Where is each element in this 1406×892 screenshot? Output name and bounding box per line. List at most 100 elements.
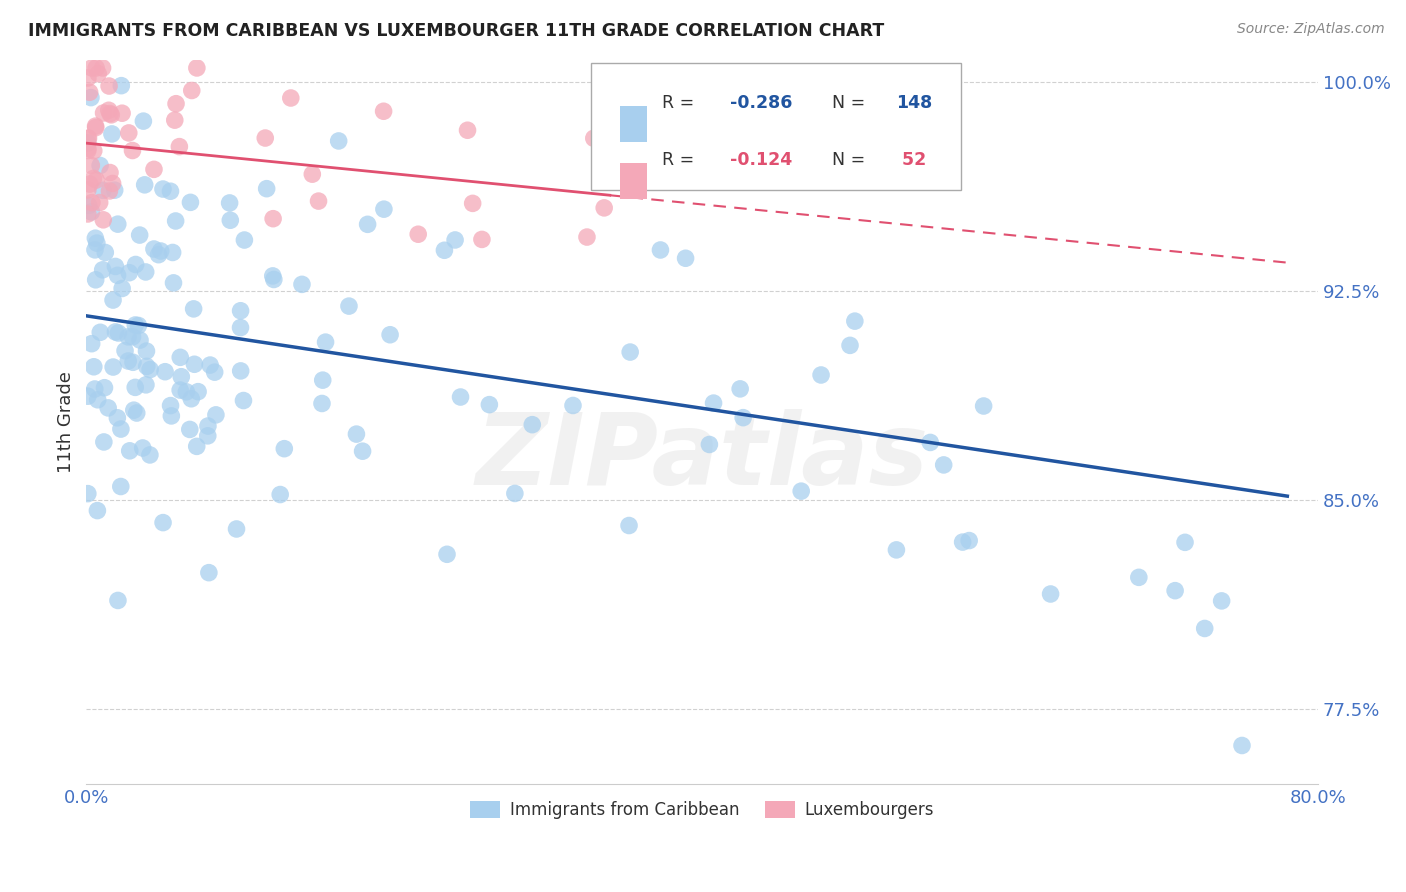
Point <box>124 380 146 394</box>
Point <box>280 91 302 105</box>
Point <box>107 268 129 283</box>
Point <box>93 434 115 449</box>
Point <box>433 244 456 258</box>
Point <box>101 177 124 191</box>
Point <box>406 227 429 242</box>
Point <box>229 303 252 318</box>
Point <box>444 233 467 247</box>
Point <box>83 359 105 374</box>
Point <box>262 211 284 226</box>
Point <box>219 213 242 227</box>
Point <box>229 320 252 334</box>
Point <box>1128 570 1150 584</box>
Point <box>810 368 832 382</box>
Point <box>699 437 721 451</box>
Point <box>197 429 219 443</box>
Point <box>1164 583 1187 598</box>
Text: ZIPatlas: ZIPatlas <box>475 409 929 507</box>
Point <box>957 533 980 548</box>
Point <box>94 245 117 260</box>
Point <box>91 61 114 75</box>
Point <box>593 201 616 215</box>
Point <box>256 182 278 196</box>
Point <box>337 299 360 313</box>
FancyBboxPatch shape <box>592 63 960 190</box>
Point <box>179 195 201 210</box>
Point <box>80 205 103 219</box>
Point <box>273 442 295 456</box>
Point <box>650 243 672 257</box>
Point <box>160 409 183 423</box>
Point <box>101 127 124 141</box>
Point <box>328 134 350 148</box>
Point <box>111 106 134 120</box>
Point <box>263 272 285 286</box>
Point <box>76 131 98 145</box>
Point <box>101 359 124 374</box>
Point <box>315 335 337 350</box>
Point <box>76 486 98 500</box>
Point <box>159 399 181 413</box>
Point <box>503 486 526 500</box>
Text: N =: N = <box>832 151 870 169</box>
Point <box>149 244 172 258</box>
Point <box>84 173 107 187</box>
Text: -0.286: -0.286 <box>730 94 792 112</box>
Point <box>187 384 209 399</box>
Point <box>79 85 101 99</box>
Point <box>952 535 974 549</box>
Point <box>105 410 128 425</box>
Point <box>457 123 479 137</box>
Point <box>198 566 221 580</box>
Point <box>128 228 150 243</box>
Point <box>932 458 955 472</box>
Point <box>186 61 208 75</box>
Point <box>162 245 184 260</box>
Point <box>229 364 252 378</box>
Point <box>291 277 314 292</box>
Point <box>107 217 129 231</box>
Point <box>110 479 132 493</box>
Point <box>91 212 114 227</box>
Point <box>104 183 127 197</box>
Point <box>80 61 103 75</box>
Point <box>311 396 333 410</box>
Point <box>373 104 395 119</box>
Point <box>104 325 127 339</box>
Text: N =: N = <box>832 94 870 112</box>
Point <box>169 351 191 365</box>
Point <box>169 139 191 153</box>
Point <box>121 330 143 344</box>
Point <box>80 336 103 351</box>
Point <box>91 183 114 197</box>
Point <box>76 142 98 156</box>
Point <box>582 131 605 145</box>
Point <box>197 419 219 434</box>
Point <box>1039 587 1062 601</box>
Point <box>84 61 107 75</box>
Point <box>76 389 98 403</box>
Point <box>77 198 100 212</box>
Point <box>125 406 148 420</box>
Point <box>84 273 107 287</box>
Point <box>436 547 458 561</box>
Point <box>84 120 107 135</box>
Point <box>254 131 277 145</box>
Point <box>77 70 100 85</box>
Point <box>139 448 162 462</box>
Point <box>1211 594 1233 608</box>
Point <box>844 314 866 328</box>
Point <box>973 399 995 413</box>
Point <box>83 144 105 158</box>
Point <box>117 330 139 344</box>
Point <box>790 484 813 499</box>
Point <box>77 131 100 145</box>
Point <box>98 165 121 179</box>
Point <box>142 242 165 256</box>
Point <box>180 392 202 406</box>
Point <box>218 196 240 211</box>
Point <box>122 403 145 417</box>
Point <box>100 108 122 122</box>
Point <box>84 119 107 133</box>
Point <box>152 182 174 196</box>
